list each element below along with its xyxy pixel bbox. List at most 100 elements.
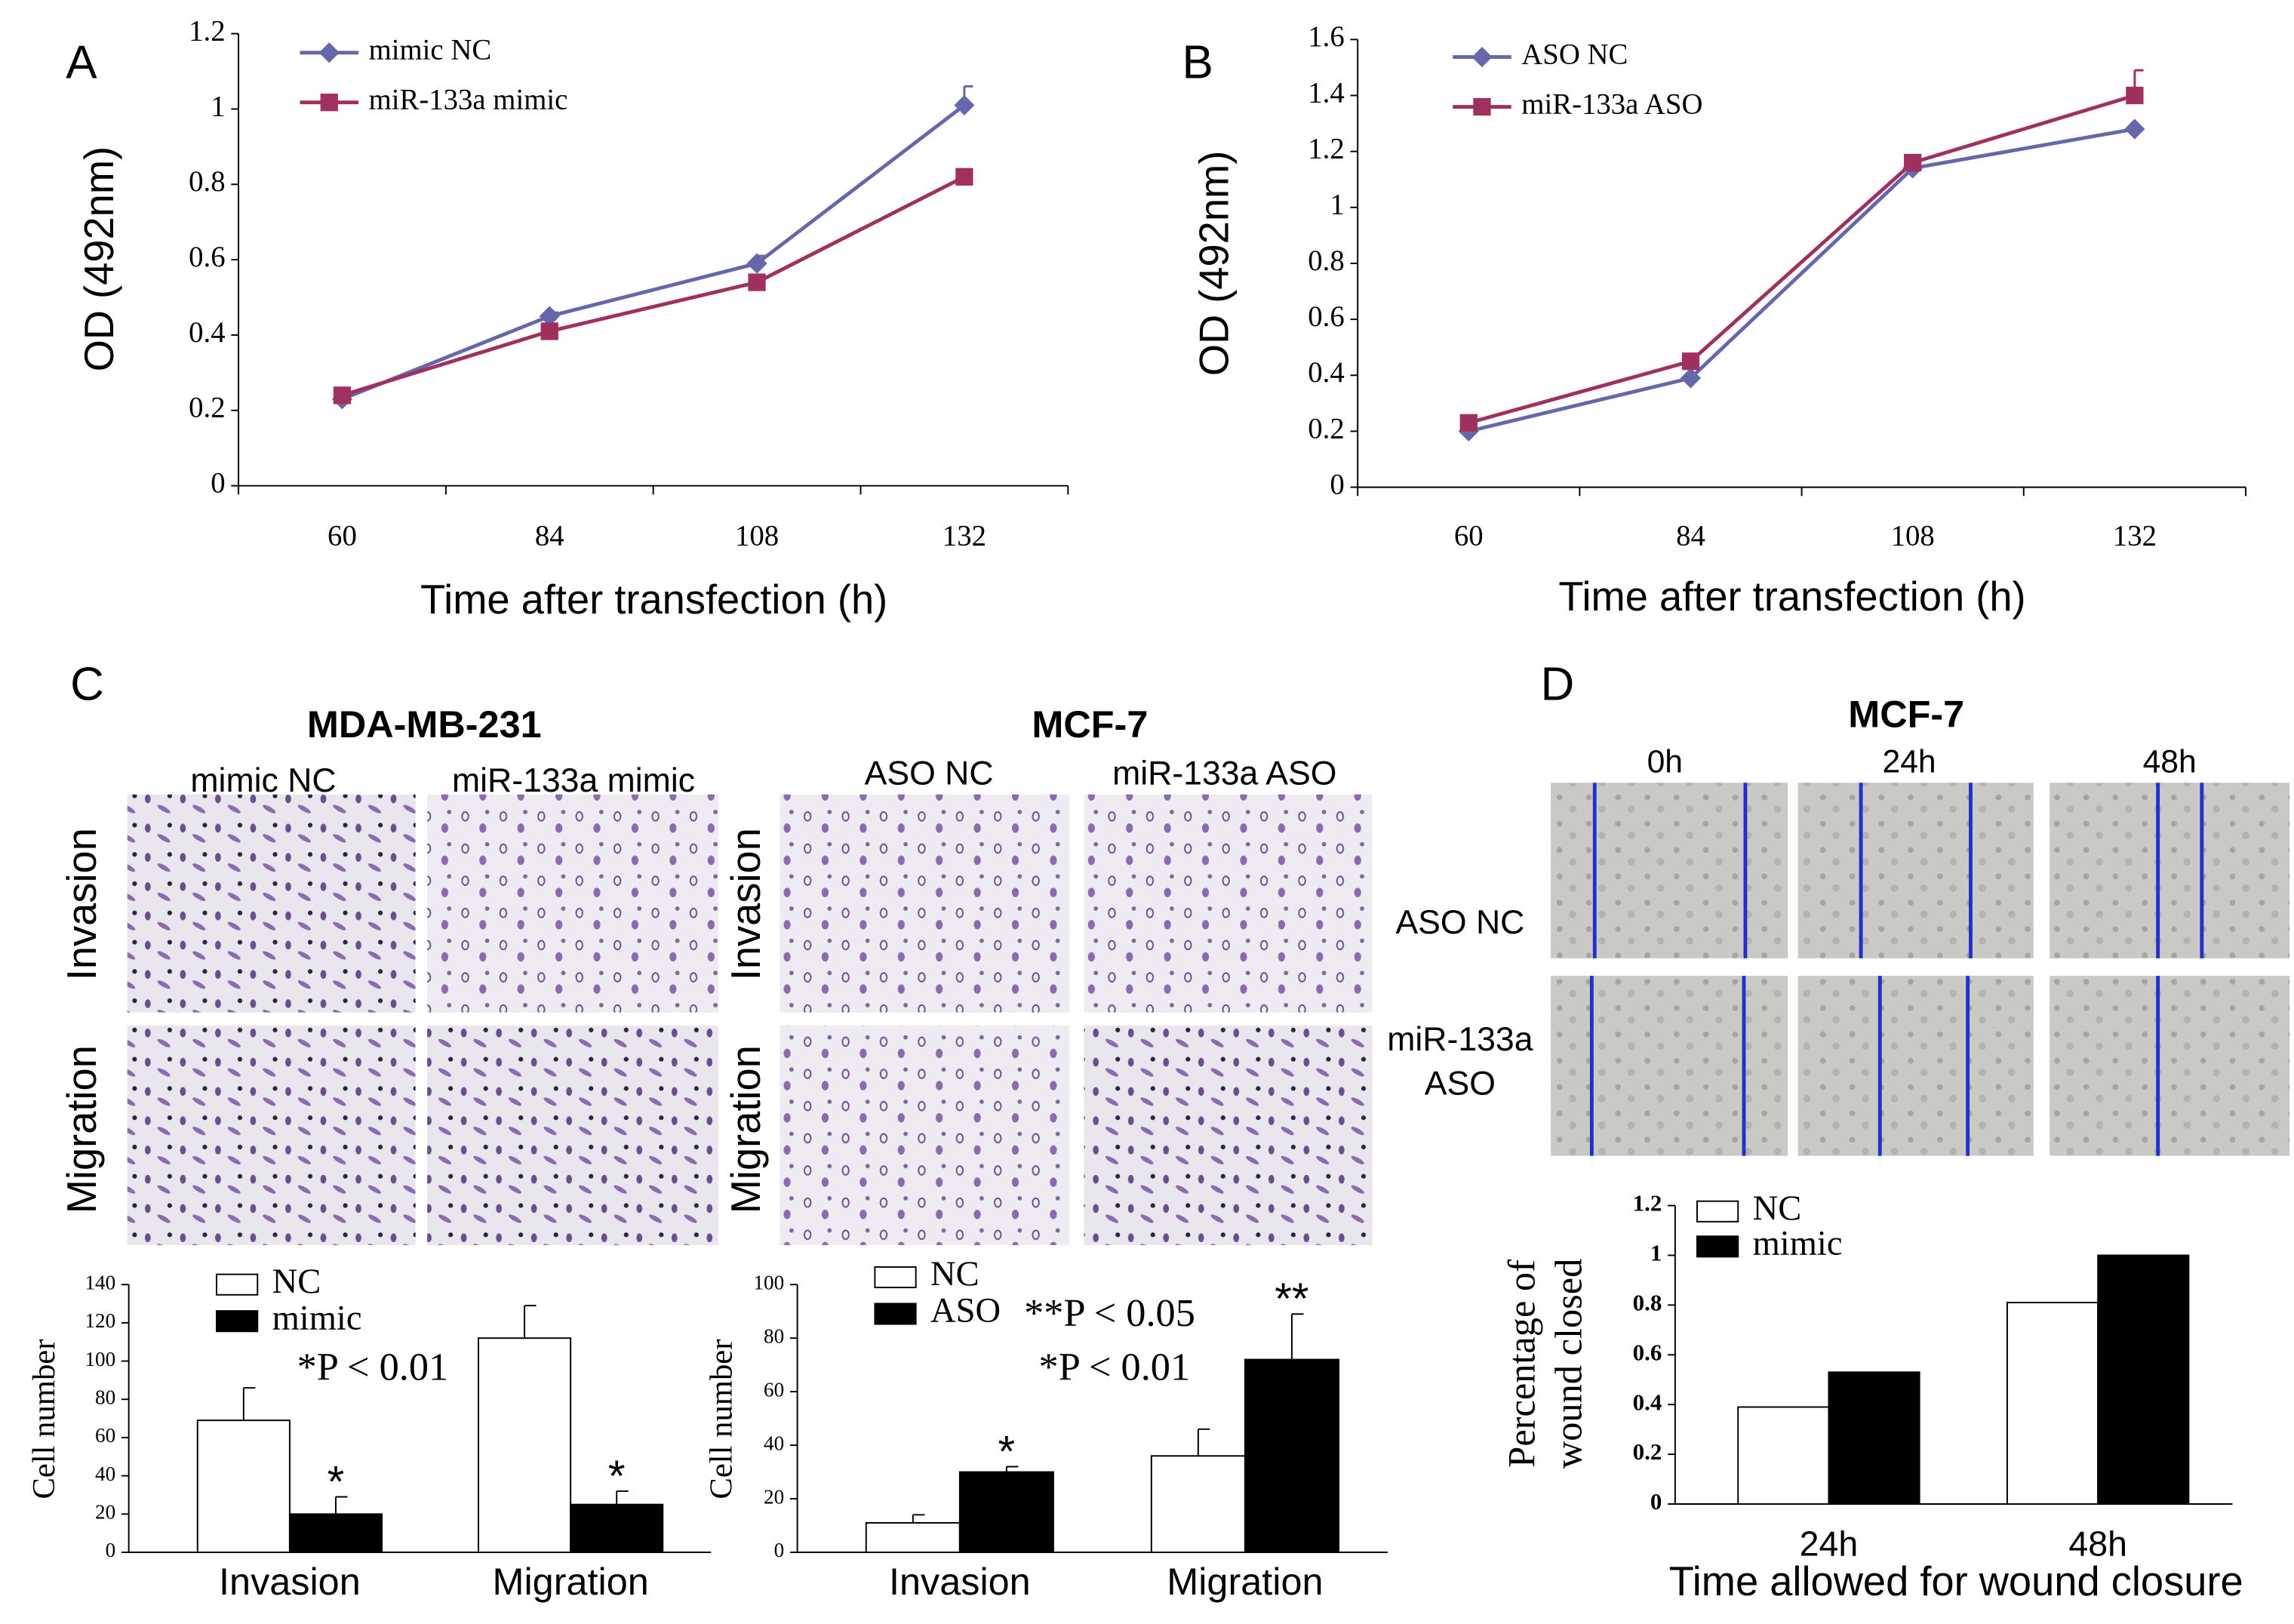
y-tick-label: 80 [764, 1324, 784, 1347]
y-axis-title: wound closed [1548, 1259, 1590, 1469]
photo-column: miR-133a ASO [1112, 755, 1336, 792]
marker [955, 168, 973, 186]
y-tick-label: 1.2 [189, 14, 225, 47]
legend-label: ASO NC [1521, 38, 1628, 71]
marker [1459, 414, 1478, 432]
y-tick-label: 0.2 [189, 392, 225, 424]
y-axis-title: Cell number [26, 1339, 62, 1499]
y-tick-label: 0.4 [1633, 1389, 1662, 1415]
y-axis-title: OD (492nm) [76, 146, 122, 372]
legend-label: miR-133a mimic [369, 84, 568, 116]
y-tick-label: 20 [764, 1485, 784, 1508]
y-tick-label: 100 [85, 1348, 116, 1370]
y-tick-label: 0.6 [1633, 1339, 1662, 1365]
x-tick-label: 48h [2068, 1524, 2127, 1564]
line [341, 175, 965, 398]
photo-title: MDA-MB-231 [307, 703, 542, 746]
photo [127, 1026, 416, 1245]
x-tick-label: 84 [535, 519, 564, 552]
marker [1680, 368, 1702, 389]
y-tick-label: 100 [754, 1271, 785, 1293]
bar [1150, 1455, 1246, 1553]
y-tick-label: 80 [95, 1386, 115, 1408]
x-tick-label: 24h [1800, 1524, 1859, 1564]
y-tick-label: 0 [1650, 1488, 1662, 1515]
error-bar [616, 1490, 629, 1505]
marker [2124, 118, 2145, 140]
y-tick-label: 0.2 [1308, 412, 1344, 444]
y-tick-label: 40 [95, 1463, 115, 1485]
legend-label: ASO [930, 1292, 1001, 1330]
y-tick-label: 0.4 [189, 316, 225, 349]
photo-column: mimic NC [190, 762, 336, 799]
legend-swatch [1696, 1235, 1739, 1258]
bar [570, 1503, 664, 1553]
y-tick-label: 1.6 [1308, 20, 1344, 53]
annotation: **P < 0.05 [1024, 1291, 1195, 1335]
wound-photos [1551, 783, 2290, 1156]
bar [288, 1513, 383, 1553]
photo-row: ASO [1425, 1065, 1496, 1102]
x-tick-label: Invasion [889, 1560, 1031, 1603]
y-tick-label: 140 [85, 1271, 116, 1293]
y-tick-label: 0.8 [1308, 245, 1344, 277]
y-tick-label: 0 [106, 1539, 116, 1561]
significance: ** [1275, 1275, 1308, 1324]
marker [1471, 47, 1493, 68]
marker [539, 306, 560, 327]
y-tick-label: 0 [211, 467, 225, 500]
y-tick-label: 1.2 [1308, 133, 1344, 165]
photo [427, 794, 718, 1013]
photo-row: Invasion [59, 828, 105, 980]
x-tick-label: 60 [1454, 519, 1484, 552]
error-bar [242, 1387, 256, 1421]
bar [865, 1522, 961, 1553]
photo [1084, 794, 1373, 1013]
legend-swatch [215, 1273, 259, 1296]
error-bar [334, 1496, 348, 1515]
x-tick-label: Migration [493, 1560, 649, 1603]
photo [1551, 783, 1788, 958]
marker [333, 386, 352, 404]
x-tick-label: 132 [2113, 519, 2157, 552]
legend-swatch [1696, 1200, 1739, 1223]
photo [1551, 976, 1788, 1156]
photo-row: Migration [723, 1045, 769, 1213]
legend-swatch [874, 1303, 917, 1325]
marker [954, 94, 975, 116]
y-axis-title: Cell number [703, 1339, 739, 1499]
photo-row: miR-133a [1387, 1021, 1533, 1058]
panel-label: B [1182, 37, 1213, 89]
legend-label: mimic [272, 1299, 362, 1337]
photo [780, 1026, 1070, 1245]
photo-row: ASO NC [1395, 904, 1524, 941]
y-tick-label: 1 [1650, 1240, 1662, 1266]
marker [748, 273, 766, 291]
y-tick-label: 1.2 [1633, 1190, 1662, 1216]
legend-label: NC [272, 1263, 321, 1301]
y-tick-label: 1.4 [1308, 76, 1344, 109]
y-tick-label: 0.4 [1308, 356, 1344, 389]
y-tick-label: 120 [85, 1309, 116, 1332]
bar [1828, 1371, 1920, 1505]
y-tick-label: 40 [764, 1432, 784, 1454]
x-axis-title: Time after transfection (h) [420, 577, 887, 623]
y-tick-label: 0.6 [1308, 300, 1344, 333]
panel-label: D [1541, 659, 1575, 711]
error-bar [524, 1305, 537, 1339]
photo-column: 0h [1647, 743, 1683, 780]
legend-swatch [874, 1266, 917, 1289]
marker [746, 253, 767, 274]
x-tick-label: Invasion [219, 1560, 361, 1603]
y-tick-label: 0 [774, 1539, 785, 1561]
photo [2050, 976, 2290, 1156]
photo-title: MCF-7 [1032, 703, 1148, 746]
bar [196, 1419, 291, 1553]
x-tick-label: Migration [1167, 1560, 1323, 1603]
y-tick-label: 60 [764, 1378, 784, 1401]
x-tick-label: 108 [1891, 519, 1935, 552]
y-tick-label: 0.2 [1633, 1438, 1662, 1465]
marker [1473, 97, 1491, 116]
annotation: *P < 0.01 [1039, 1346, 1191, 1389]
y-tick-label: 0 [1330, 468, 1344, 500]
